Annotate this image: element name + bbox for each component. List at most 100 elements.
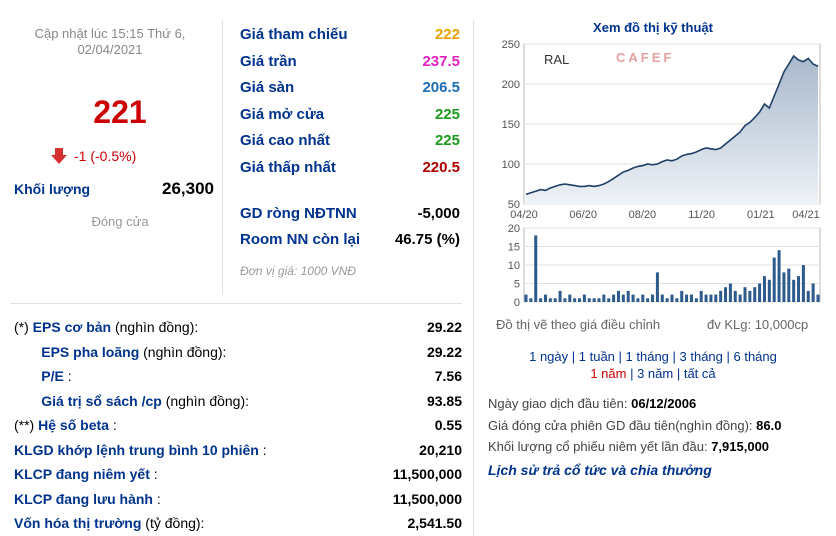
x-tick: 08/20: [629, 209, 657, 221]
volume-bar: [738, 294, 742, 302]
volume-bar: [689, 294, 693, 302]
volume-bar: [524, 294, 528, 302]
fundamental-label: KLCP đang lưu hành :: [14, 491, 161, 507]
x-tick: 06/20: [569, 209, 597, 221]
volume-bar: [748, 290, 752, 302]
volume-bar: [655, 272, 659, 302]
volume-bar: [792, 279, 796, 302]
volume-bar: [806, 290, 810, 302]
foreign-label: GD ròng NĐTNN: [240, 205, 357, 222]
fundamental-indent: [14, 344, 41, 360]
price-label: Giá mở cửa: [240, 105, 325, 123]
fundamental-suffix: (nghìn đồng):: [111, 319, 199, 335]
volume-bar: [665, 298, 669, 302]
volume-bar: [758, 283, 762, 302]
period-separator: |: [568, 349, 579, 364]
fundamental-value: 29.22: [426, 319, 462, 335]
divider: [222, 20, 223, 295]
volume-bar: [797, 276, 801, 302]
fundamental-value: 2,541.50: [407, 515, 463, 531]
price-label: Giá sàn: [240, 79, 295, 96]
foreign-label: Room NN còn lại: [240, 231, 361, 248]
price-y-tick: 200: [502, 79, 520, 91]
period-3[interactable]: 1 tháng: [625, 349, 669, 364]
fundamental-row: EPS pha loãng (nghìn đồng): 29.22: [14, 344, 462, 364]
fundamental-name: EPS cơ bản: [32, 319, 112, 335]
price-area-fill: [526, 56, 818, 204]
fundamental-name: KLGD khớp lệnh trung bình 10 phiên: [14, 441, 259, 458]
fundamental-name: Hệ số beta: [38, 417, 109, 433]
volume-bar: [753, 287, 757, 302]
volume-bar: [680, 290, 684, 302]
volume-bar: [733, 290, 737, 302]
volume-bar: [631, 294, 635, 302]
price-y-tick: 50: [508, 199, 520, 211]
price-line: [525, 54, 819, 196]
period-1[interactable]: 1 ngày: [529, 349, 569, 364]
period-selector: 1 ngày | 1 tuần | 1 tháng | 3 tháng | 6 …: [484, 348, 822, 382]
period-separator: |: [673, 366, 684, 381]
volume-bar: [548, 298, 552, 302]
info-value: 06/12/2006: [631, 396, 697, 411]
price-row: Giá tham chiếu 222: [240, 26, 460, 43]
fundamental-label: KLGD khớp lệnh trung bình 10 phiên :: [14, 442, 267, 458]
volume-bar: [801, 265, 805, 302]
volume-bar: [777, 250, 781, 302]
fundamental-value: 20,210: [419, 441, 462, 458]
chart-title-link[interactable]: Xem đồ thị kỹ thuật: [593, 20, 713, 35]
fundamental-label: Vốn hóa thị trường (tỷ đồng):: [14, 515, 204, 531]
fundamental-suffix: (nghìn đồng):: [139, 343, 227, 360]
volume-bar: [592, 298, 596, 302]
volume-bar: [694, 298, 698, 302]
volume-bar: [641, 294, 645, 302]
info-row: Giá đóng cửa phiên GD đầu tiên(nghìn đồn…: [488, 418, 781, 433]
fundamental-label: P/E :: [14, 368, 72, 384]
chart-note-adjusted: Đồ thị vẽ theo giá điều chỉnh: [496, 317, 661, 332]
volume-bar: [675, 298, 679, 302]
period-4[interactable]: 3 tháng: [679, 349, 723, 364]
period-separator: |: [722, 349, 734, 364]
fundamental-indent: [14, 393, 41, 409]
volume-label: Khối lượng: [14, 181, 91, 197]
dividend-history-link[interactable]: Lịch sử trả cổ tức và chia thưởng: [488, 462, 712, 478]
volume-bar: [714, 294, 718, 302]
period-2[interactable]: 3 năm: [637, 366, 674, 381]
price-row: Giá cao nhất 225: [240, 132, 460, 149]
fundamental-suffix: :: [258, 441, 267, 458]
chart-watermark: CAFEF: [616, 50, 674, 65]
fundamental-value: 7.56: [434, 368, 462, 384]
info-value: 7,915,000: [711, 439, 770, 454]
chart-note-volume-unit: đv KLg: 10,000cp: [707, 317, 809, 332]
volume-bar: [626, 290, 630, 302]
volume-bar: [582, 294, 586, 302]
price-value: 225: [434, 105, 460, 123]
fundamental-name: P/E: [41, 368, 64, 384]
volume-bar: [762, 276, 766, 302]
period-1[interactable]: 1 năm: [590, 366, 627, 381]
price-row: Giá trần 237.5: [240, 53, 460, 70]
price-value: 237.5: [422, 52, 460, 70]
period-3[interactable]: tất cả: [683, 366, 716, 381]
volume-bar: [787, 268, 791, 302]
fundamental-suffix: :: [63, 368, 72, 384]
fundamental-value: 11,500,000: [392, 466, 462, 482]
fundamental-label: EPS pha loãng (nghìn đồng):: [14, 344, 226, 360]
foreign-value: 46.75 (%): [394, 231, 460, 248]
period-2[interactable]: 1 tuần: [578, 349, 615, 364]
volume-bar: [602, 294, 606, 302]
period-separator: |: [614, 349, 626, 364]
price-label: Giá tham chiếu: [240, 26, 348, 43]
divider: [10, 303, 462, 304]
volume-bar: [743, 287, 747, 302]
period-5[interactable]: 6 tháng: [733, 349, 777, 364]
fundamental-name: KLCP đang lưu hành: [14, 490, 153, 507]
volume-bar: [811, 283, 815, 302]
volume-bar: [597, 298, 601, 302]
fundamental-row: KLCP đang lưu hành : 11,500,000: [14, 491, 462, 511]
info-label: Ngày giao dịch đầu tiên:: [488, 396, 632, 411]
fundamental-row: KLCP đang niêm yết : 11,500,000: [14, 466, 462, 486]
volume-bar: [685, 294, 689, 302]
x-tick: 04/20: [510, 209, 538, 221]
info-label: Giá đóng cửa phiên GD đầu tiên(nghìn đồn…: [488, 417, 757, 433]
